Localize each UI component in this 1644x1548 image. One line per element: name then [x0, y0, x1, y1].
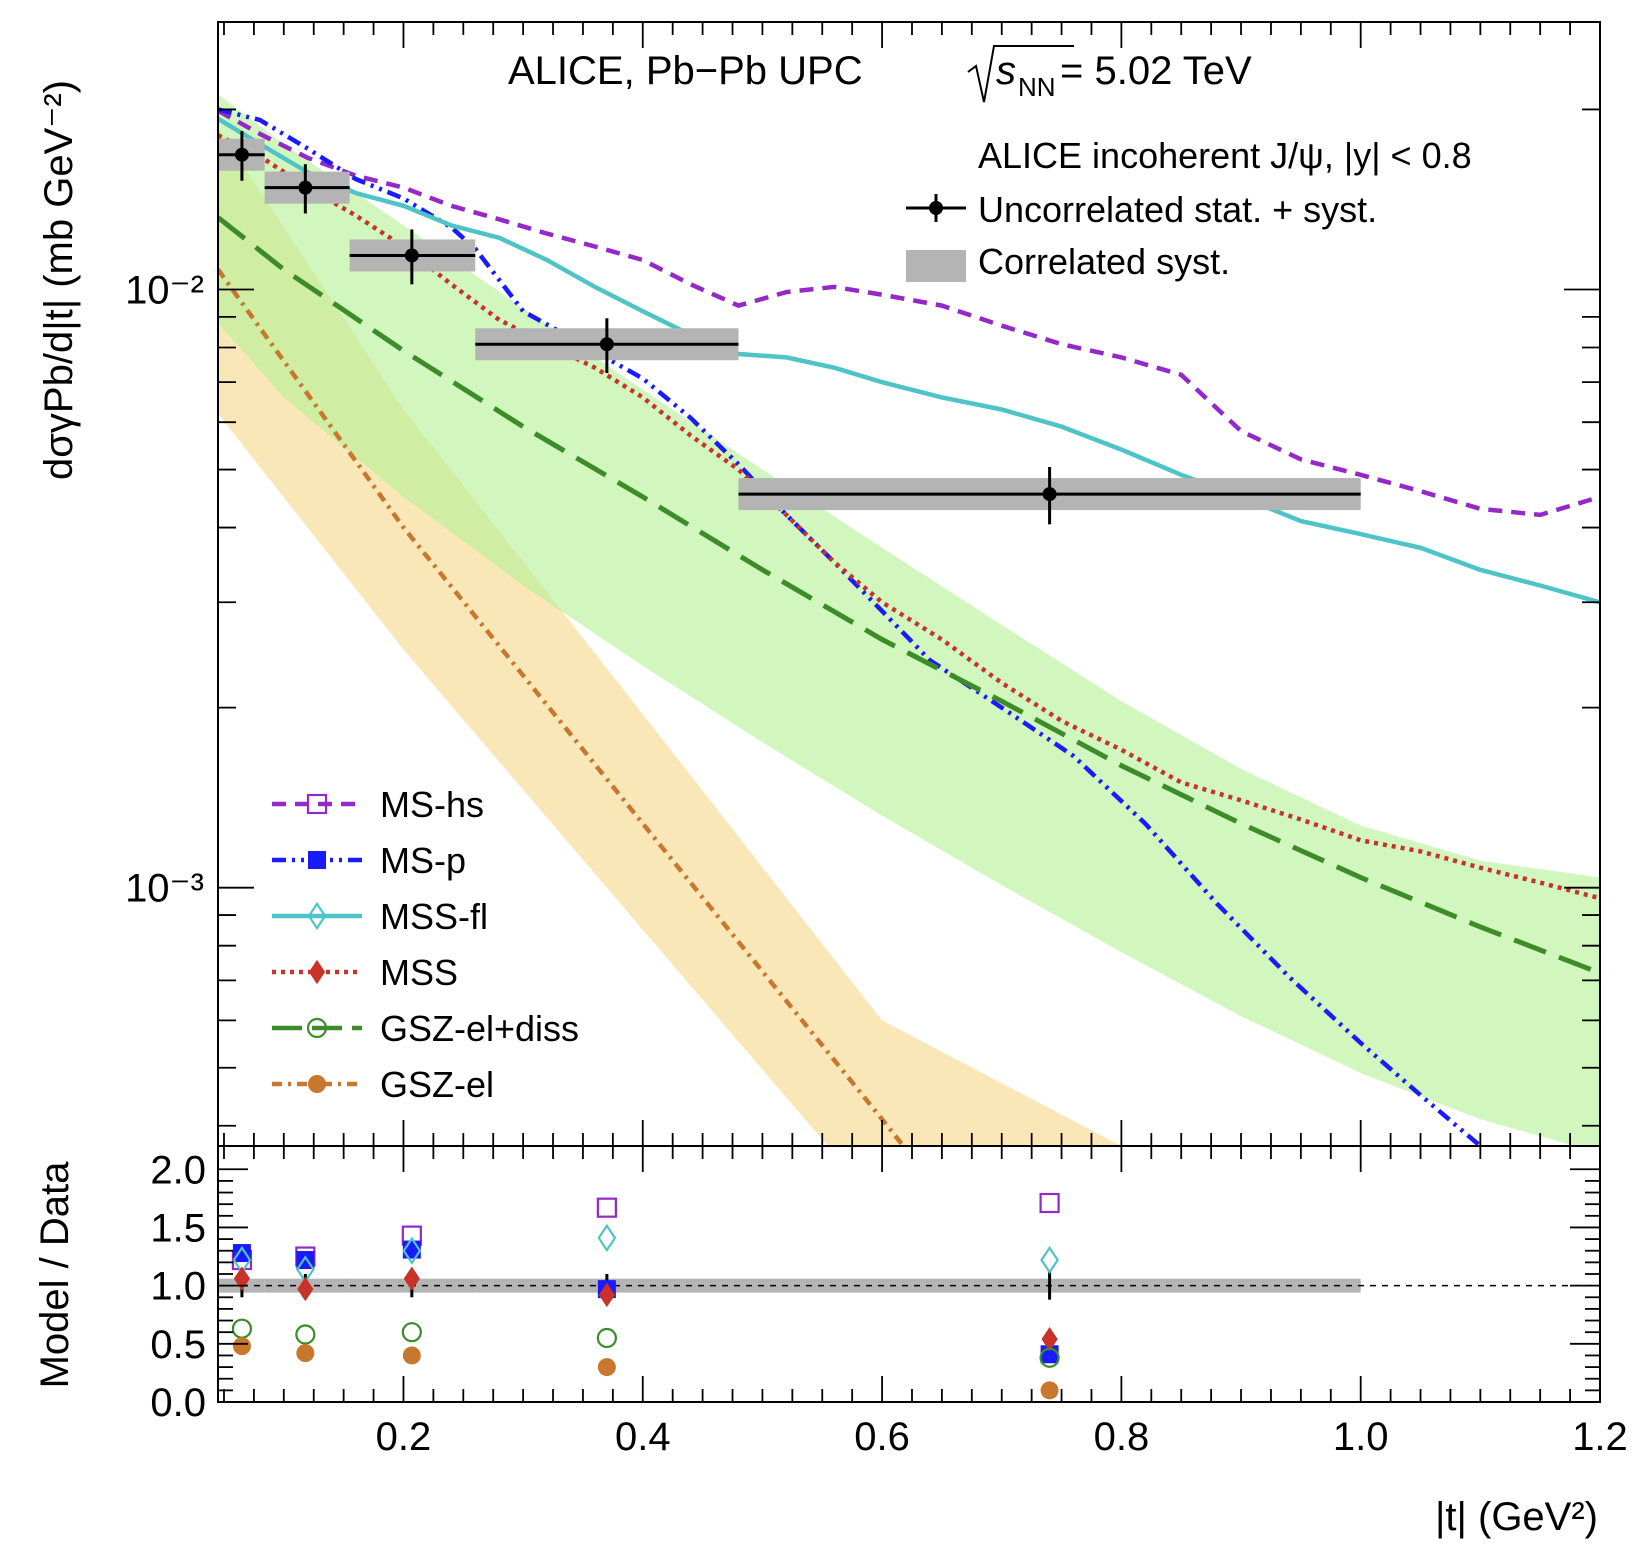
data-marker — [404, 248, 419, 263]
ratio-model-markers — [231, 1192, 1060, 1400]
legend-marker — [306, 1017, 328, 1039]
ratio-marker-ms-hs — [596, 1197, 617, 1218]
data-point-4 — [475, 318, 739, 374]
legend-marker — [307, 901, 327, 931]
y-tick-label: 10⁻³ — [125, 867, 204, 911]
data-marker — [599, 337, 614, 352]
experiment-label: ALICE, Pb−Pb UPC — [508, 49, 863, 93]
curve-gsz-el-diss — [218, 215, 1600, 976]
legend-label: MSS — [380, 952, 458, 993]
legend-marker — [308, 1075, 326, 1093]
ratio-marker-ms-p — [232, 1244, 251, 1263]
x-tick-label: 0.4 — [615, 1415, 671, 1459]
ratio-marker-gsz-el — [597, 1358, 616, 1377]
legend-marker — [308, 851, 326, 869]
x-tick-label: 1.2 — [1572, 1415, 1628, 1459]
y-tick-label: 0.0 — [150, 1381, 206, 1425]
ratio-marker-gsz-el-diss — [401, 1322, 422, 1343]
ratio-marker-gsz-el — [402, 1346, 421, 1365]
curve-mss-fl — [218, 116, 1600, 605]
energy-value: = 5.02 TeV — [1060, 49, 1252, 93]
x-tick-label: 0.8 — [1094, 1415, 1150, 1459]
energy-subscript: NN — [1018, 72, 1056, 102]
ratio-marker-mss-fl — [402, 1236, 422, 1265]
ratio-marker-gsz-el-diss — [295, 1324, 316, 1345]
curve-ms-hs — [218, 108, 1600, 518]
data-marker — [298, 180, 313, 195]
ratio-marker-mss — [403, 1266, 420, 1291]
x-axis-label: |t| (GeV²) — [1435, 1495, 1598, 1539]
legend-entry-ms-hs: MS-hs — [272, 784, 484, 825]
data-point-1 — [218, 131, 265, 181]
legend-entry-mss: MSS — [272, 952, 458, 993]
data-legend-title: ALICE incoherent J/ψ, |y| < 0.8 — [978, 135, 1472, 176]
legend-entry-mss-fl: MSS-fl — [272, 896, 488, 937]
data-legend-band-swatch — [906, 250, 966, 282]
legend-entry-gsz-el-diss: GSZ-el+diss — [272, 1008, 579, 1049]
legend-marker — [306, 793, 328, 815]
ratio-marker-mss-fl — [1040, 1245, 1060, 1275]
ratio-marker-gsz-el — [1040, 1381, 1059, 1400]
ratio-marker-mss-fl — [597, 1223, 617, 1253]
ratio-marker-gsz-el — [296, 1344, 315, 1363]
ratio-marker-mss — [598, 1282, 615, 1308]
y-tick-label: 1.0 — [150, 1265, 206, 1309]
x-tick-label: 0.6 — [854, 1415, 910, 1459]
y-axis-label-bottom: Model / Data — [33, 1161, 77, 1389]
data-point-5 — [738, 466, 1361, 525]
ratio-marker-mss — [233, 1266, 251, 1291]
legend-marker — [308, 959, 326, 985]
legend-entry-gsz-el: GSZ-el — [272, 1064, 494, 1105]
energy-label: s NN = 5.02 TeV — [967, 45, 1252, 103]
curve-ms-p — [218, 107, 1482, 1146]
legend-label: MS-hs — [380, 784, 484, 825]
data-legend-band-label: Correlated syst. — [978, 241, 1230, 282]
data-legend-marker — [929, 201, 943, 215]
data-point-2 — [264, 164, 350, 214]
data-point-3 — [349, 229, 476, 285]
y-tick-label: 10⁻² — [125, 268, 204, 312]
y-tick-label: 2.0 — [150, 1148, 206, 1192]
y-axis-label-top: dσγPb/d|t| (mb GeV⁻²) — [37, 80, 81, 480]
legend-label: MSS-fl — [380, 896, 488, 937]
data-legend-errors-label: Uncorrelated stat. + syst. — [978, 189, 1377, 230]
ratio-marker-mss — [1041, 1327, 1058, 1352]
x-tick-label: 1.0 — [1333, 1415, 1389, 1459]
legend-label: GSZ-el+diss — [380, 1008, 579, 1049]
ratio-marker-gsz-el-diss — [596, 1327, 617, 1349]
y-tick-label: 1.5 — [150, 1206, 206, 1250]
band-gsz-el — [218, 126, 1122, 1146]
legend-label: GSZ-el — [380, 1064, 494, 1105]
data-marker — [1042, 487, 1057, 502]
data-points — [218, 131, 1361, 525]
bottom-axes: 0.2 0.4 0.6 0.8 1.0 1.2 2.0 1.5 1.0 0.5 0.0 — [150, 1145, 1628, 1459]
ratio-marker-gsz-el — [232, 1337, 251, 1356]
data-legend: ALICE incoherent J/ψ, |y| < 0.8 Uncorrel… — [906, 135, 1472, 282]
x-tick-label: 0.2 — [376, 1415, 432, 1459]
legend-entry-ms-p: MS-p — [272, 840, 466, 881]
energy-symbol: s — [996, 49, 1016, 93]
legend-label: MS-p — [380, 840, 466, 881]
model-legend: MS-hs MS-p MSS-fl MSS GSZ-el+diss GSZ-el — [272, 784, 579, 1105]
y-tick-label: 0.5 — [150, 1323, 206, 1367]
data-marker — [234, 147, 249, 162]
ratio-marker-mss — [297, 1276, 314, 1302]
ratio-marker-ms-hs — [1039, 1192, 1060, 1214]
ratio-marker-gsz-el-diss — [1039, 1347, 1060, 1368]
